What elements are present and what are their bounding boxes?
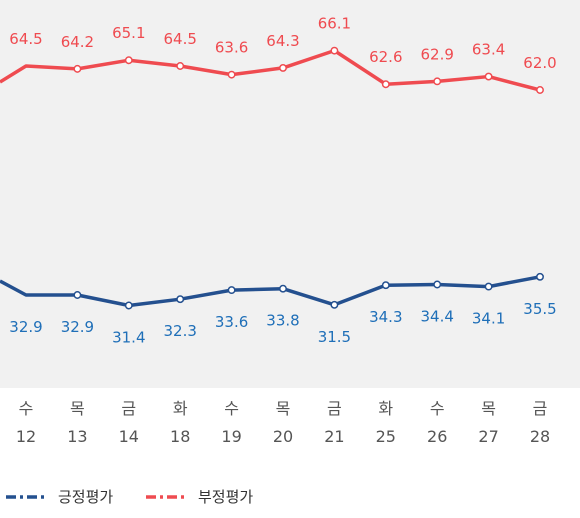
- point-negative-27: [484, 72, 493, 81]
- data-label-positive-19: 33.6: [215, 313, 248, 331]
- data-label-negative-13: 64.2: [61, 33, 94, 51]
- data-label-negative-18: 64.5: [163, 30, 196, 48]
- data-label-negative-21: 66.1: [318, 15, 351, 33]
- data-label-negative-25: 62.6: [369, 48, 402, 66]
- x-tick-day-19: 수: [224, 399, 239, 418]
- point-negative-18: [176, 62, 185, 70]
- data-labels: 64.5 64.2 65.1 64.5 63.6 64.3 66.1 62.6 62.9 63.4…: [9, 15, 556, 347]
- x-tick-date-13: 13: [67, 427, 87, 446]
- series-lines: [0, 48, 541, 308]
- x-axis-ticks: 수 12 목 13 금 14 화 18 수 19 목 20 금 21 화 25 수 26 목 27 금 28: [16, 399, 550, 446]
- series-points: [73, 46, 544, 310]
- point-negative-21: [330, 46, 339, 55]
- x-tick-day-28: 금: [533, 399, 548, 418]
- x-tick-day-25: 화: [378, 399, 393, 418]
- data-label-positive-25: 34.3: [369, 308, 402, 326]
- x-tick-day-21: 금: [327, 399, 342, 418]
- data-label-positive-21: 31.5: [318, 328, 351, 346]
- x-tick-day-26: 수: [430, 399, 445, 418]
- data-label-negative-12: 64.5: [9, 30, 42, 48]
- x-tick-date-28: 28: [530, 427, 550, 446]
- legend-item-positive: 긍정평가: [6, 488, 113, 506]
- point-negative-19: [227, 70, 236, 79]
- series-line-negative: [0, 48, 541, 92]
- x-tick-day-20: 목: [276, 399, 291, 418]
- data-label-positive-27: 34.1: [472, 310, 505, 328]
- x-tick-date-26: 26: [427, 427, 447, 446]
- data-label-positive-18: 32.3: [163, 322, 196, 340]
- point-negative-26: [433, 77, 442, 86]
- data-label-negative-26: 62.9: [420, 45, 453, 63]
- point-positive-25: [381, 281, 390, 290]
- legend: 긍정평가 부정평가: [6, 488, 253, 506]
- x-tick-day-14: 금: [121, 399, 136, 418]
- data-label-positive-13: 32.9: [61, 318, 94, 336]
- x-tick-date-19: 19: [221, 427, 241, 446]
- x-tick-day-27: 목: [481, 399, 496, 418]
- x-tick-date-18: 18: [170, 427, 190, 446]
- point-positive-20: [279, 284, 287, 293]
- x-tick-day-12: 수: [19, 399, 34, 418]
- x-tick-date-21: 21: [324, 427, 344, 446]
- point-positive-27: [484, 282, 493, 291]
- data-label-negative-20: 64.3: [266, 32, 299, 50]
- x-tick-date-12: 12: [16, 427, 36, 446]
- point-positive-13: [73, 291, 82, 299]
- data-label-negative-14: 65.1: [112, 24, 145, 42]
- data-label-positive-28: 35.5: [523, 300, 556, 318]
- series-line-positive: [0, 275, 541, 308]
- x-tick-day-13: 목: [70, 399, 85, 418]
- data-label-positive-20: 33.8: [266, 312, 299, 330]
- x-tick-date-20: 20: [273, 427, 293, 446]
- point-positive-26: [433, 280, 442, 289]
- point-positive-19: [227, 286, 236, 295]
- data-label-negative-27: 63.4: [472, 41, 505, 59]
- point-negative-14: [124, 56, 133, 65]
- legend-label-positive: 긍정평가: [58, 488, 113, 506]
- point-positive-14: [124, 301, 133, 310]
- legend-item-negative: 부정평가: [146, 488, 253, 506]
- point-negative-20: [279, 63, 287, 72]
- data-label-positive-26: 34.4: [420, 308, 453, 326]
- point-negative-25: [381, 80, 390, 89]
- point-positive-18: [176, 295, 185, 304]
- data-label-negative-19: 63.6: [215, 39, 248, 57]
- x-tick-date-25: 25: [376, 427, 396, 446]
- point-negative-28: [536, 86, 544, 94]
- data-label-negative-28: 62.0: [523, 54, 556, 72]
- point-negative-13: [73, 64, 82, 73]
- point-positive-21: [330, 300, 339, 309]
- x-tick-date-14: 14: [119, 427, 139, 446]
- legend-label-negative: 부정평가: [198, 488, 253, 506]
- point-positive-28: [536, 272, 544, 281]
- data-label-positive-12: 32.9: [9, 318, 42, 336]
- x-tick-day-18: 화: [173, 399, 188, 418]
- data-label-positive-14: 31.4: [112, 329, 145, 347]
- x-tick-date-27: 27: [478, 427, 498, 446]
